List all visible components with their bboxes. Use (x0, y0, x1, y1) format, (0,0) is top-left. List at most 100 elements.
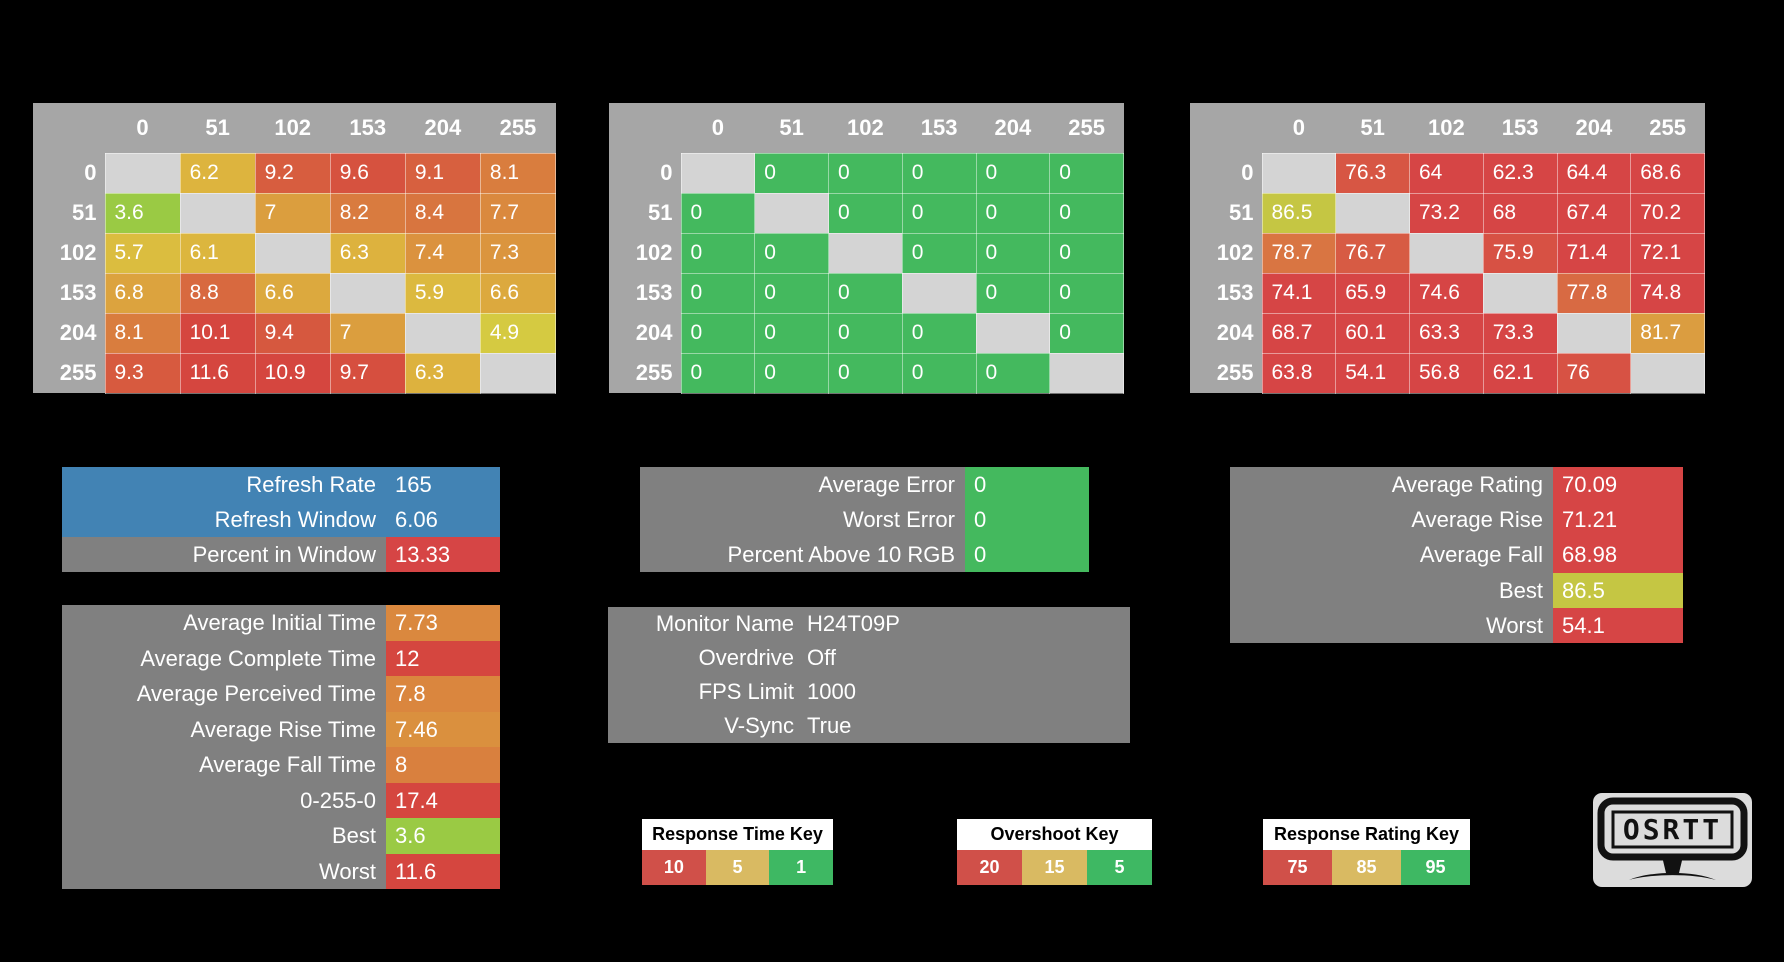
matrix-cell: 9.7 (329, 352, 406, 394)
stat-value: 8 (386, 747, 500, 783)
matrix-cell: 9.1 (404, 152, 481, 194)
matrix-cell-blank (329, 272, 406, 314)
matrix-corner (1190, 103, 1262, 153)
stat-row: Average Initial Time 7.73 (62, 605, 500, 641)
stat-label: Average Initial Time (62, 605, 386, 641)
stat-row: Worst 54.1 (1230, 607, 1683, 643)
matrix-cell: 0 (1049, 192, 1124, 234)
matrix-cell: 62.3 (1482, 152, 1558, 194)
stat-row: Average Complete Time 12 (62, 640, 500, 676)
stat-label: Percent in Window (62, 537, 386, 572)
matrix-cell: 0 (754, 312, 829, 354)
matrix-cell: 5.9 (404, 272, 481, 314)
stat-value: 70.09 (1553, 467, 1683, 503)
matrix-cell: 0 (975, 232, 1051, 274)
stat-row: FPS Limit 1000 (608, 675, 1130, 709)
stat-row: Average Rise Time 7.46 (62, 711, 500, 747)
matrix-cell: 9.2 (254, 152, 331, 194)
stat-label: V-Sync (608, 709, 794, 743)
matrix-cell: 56.8 (1409, 352, 1484, 394)
stat-row: Average Perceived Time 7.8 (62, 676, 500, 712)
matrix-cell: 7.3 (479, 232, 557, 274)
stat-label: Worst Error (640, 502, 965, 537)
matrix-cell-blank (1482, 272, 1558, 314)
matrix-cell: 0 (1049, 312, 1124, 354)
matrix-cell-blank (901, 272, 977, 314)
osrtt-logo: OSRTT (1593, 793, 1752, 887)
matrix-col-header: 255 (1049, 103, 1124, 153)
matrix-cell-blank (1630, 352, 1705, 394)
matrix-cell: 0 (975, 152, 1051, 194)
matrix-cell-blank (1261, 152, 1337, 194)
key-cell: 20 (957, 850, 1022, 885)
matrix-cell: 0 (975, 272, 1051, 314)
monitor-icon: OSRTT (1593, 793, 1752, 887)
matrix-row-header: 153 (609, 273, 681, 313)
error-stats-box: Average Error 0 Worst Error 0 Percent Above … (640, 467, 1089, 572)
matrix-cell: 10.9 (254, 352, 331, 394)
stat-row: Average Fall 68.98 (1230, 537, 1683, 573)
stat-value: 7.8 (386, 676, 500, 712)
matrix-cell: 75.9 (1482, 232, 1558, 274)
matrix-col-header: 204 (976, 103, 1050, 153)
stat-value: 6.06 (386, 502, 500, 537)
stat-value: 0 (965, 502, 1089, 537)
key-cell: 5 (705, 850, 770, 885)
stat-label: Worst (1230, 607, 1553, 643)
matrix-cell: 68 (1482, 192, 1558, 234)
matrix-cell: 86.5 (1261, 192, 1337, 234)
matrix-row-header: 204 (33, 313, 105, 353)
monitor-info-box: Monitor Name H24T09P Overdrive Off FPS Limit… (608, 607, 1130, 743)
matrix-cell: 8.8 (179, 272, 256, 314)
matrix-cell-blank (1335, 192, 1410, 234)
matrix-cell: 0 (901, 192, 977, 234)
stat-row: Monitor Name H24T09P (608, 607, 1130, 641)
stat-row: Refresh Window 6.06 (62, 502, 500, 537)
stat-row: Average Rating 70.09 (1230, 467, 1683, 503)
matrix-row-header: 0 (609, 153, 681, 193)
matrix-cell-blank (754, 192, 829, 234)
matrix-cell: 8.1 (104, 312, 181, 354)
matrix-cell: 60.1 (1335, 312, 1410, 354)
matrix-row-header: 204 (1190, 313, 1262, 353)
matrix-cell: 10.1 (179, 312, 256, 354)
matrix-cell: 8.1 (479, 152, 557, 194)
key-cell: 1 (769, 850, 834, 885)
refresh-stats-box: Refresh Rate 165 Refresh Window 6.06 Percent… (62, 467, 500, 572)
matrix-col-header: 153 (1483, 103, 1557, 153)
stat-value: H24T09P (794, 607, 1130, 641)
matrix-cell: 0 (828, 352, 903, 394)
matrix-cell: 0 (901, 232, 977, 274)
matrix-cell: 0 (828, 272, 903, 314)
matrix-cell: 70.2 (1630, 192, 1705, 234)
stat-label: Average Rise Time (62, 711, 386, 747)
matrix-cell: 7.4 (404, 232, 481, 274)
matrix-cell: 0 (754, 272, 829, 314)
stat-row: Worst 11.6 (62, 853, 500, 889)
matrix-cell: 0 (901, 312, 977, 354)
stat-label: Refresh Rate (62, 467, 386, 502)
response-rating-key: Response Rating Key 75 85 95 (1263, 819, 1470, 885)
matrix-cell: 64 (1409, 152, 1484, 194)
matrix-cell: 54.1 (1335, 352, 1410, 394)
matrix-col-header: 153 (330, 103, 406, 153)
matrix-cell: 0 (680, 312, 756, 354)
matrix-cell: 7 (329, 312, 406, 354)
stat-label: Best (1230, 572, 1553, 608)
matrix-cell: 0 (828, 152, 903, 194)
stat-row: Average Fall Time 8 (62, 747, 500, 783)
stat-value: True (794, 709, 1130, 743)
matrix-cell: 6.3 (329, 232, 406, 274)
matrix-col-header: 102 (1409, 103, 1484, 153)
key-cell: 75 (1263, 850, 1332, 885)
matrix-cell-blank (254, 232, 331, 274)
matrix-cell: 73.2 (1409, 192, 1484, 234)
overshoot-key: Overshoot Key 20 15 5 (957, 819, 1152, 885)
stat-label: FPS Limit (608, 675, 794, 709)
logo-text: OSRTT (1623, 813, 1722, 846)
matrix-cell: 6.1 (179, 232, 256, 274)
stat-row: Refresh Rate 165 (62, 467, 500, 502)
stat-value: 12 (386, 640, 500, 676)
stat-value: 68.98 (1553, 537, 1683, 573)
